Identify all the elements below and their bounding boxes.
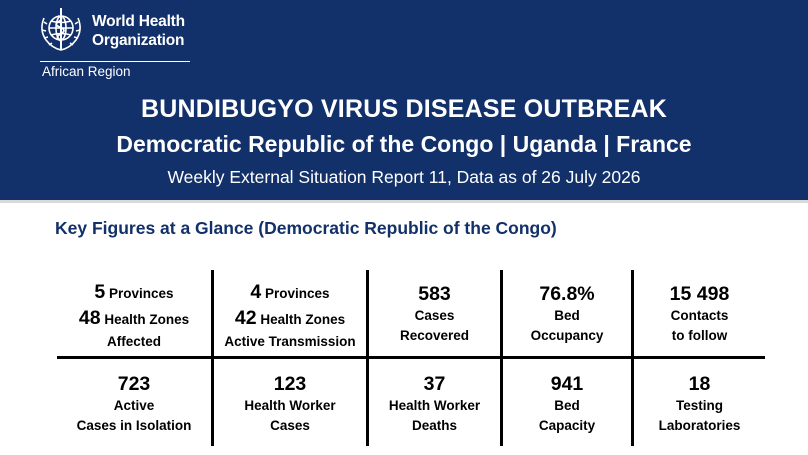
- figure-value: 76.8%: [539, 283, 595, 305]
- transmission-caption: Active Transmission: [224, 334, 356, 349]
- key-figures-grid: 5 Provinces 48 Health Zones Affected 4 P…: [57, 268, 765, 446]
- column-divider: [366, 270, 369, 446]
- provinces-affected-value: 5: [94, 281, 106, 303]
- zones-transmission-value: 42: [234, 307, 257, 329]
- figure-bed-capacity: 941 Bed Capacity: [503, 372, 631, 436]
- figure-active-cases: 723 Active Cases in Isolation: [63, 372, 205, 436]
- figure-active-transmission: 4 Provinces 42 Health Zones Active Trans…: [217, 280, 363, 352]
- zones-affected-label: Health Zones: [104, 312, 190, 327]
- figure-health-worker-deaths: 37 Health Worker Deaths: [369, 372, 500, 436]
- region-label: African Region: [42, 64, 131, 79]
- provinces-transmission-label: Provinces: [265, 286, 330, 301]
- figure-label-line1: Testing: [676, 398, 723, 413]
- figure-value: 15 498: [669, 283, 730, 305]
- figure-label-line1: Contacts: [670, 308, 729, 323]
- who-emblem-icon: [41, 8, 81, 51]
- zones-affected-value: 48: [78, 307, 101, 329]
- zones-transmission-label: Health Zones: [260, 312, 346, 327]
- org-name-line2: Organization: [92, 32, 185, 49]
- figure-value: 18: [688, 373, 711, 395]
- figure-label-line2: Cases in Isolation: [76, 418, 192, 433]
- figure-label-line1: Active: [113, 398, 155, 413]
- figure-label-line2: Laboratories: [658, 418, 741, 433]
- figure-label-line2: to follow: [671, 328, 728, 343]
- report-title: BUNDIBUGYO VIRUS DISEASE OUTBREAK: [140, 95, 668, 123]
- row-divider: [57, 356, 765, 359]
- figure-label-line2: Deaths: [411, 418, 457, 433]
- countries-line: Democratic Republic of the Congo | Ugand…: [116, 131, 692, 157]
- org-name-line1: World Health: [92, 13, 185, 30]
- figure-label-line2: Capacity: [538, 418, 596, 433]
- figure-label-line1: Bed: [554, 308, 580, 323]
- column-divider: [500, 270, 503, 446]
- provinces-affected-label: Provinces: [109, 286, 174, 301]
- figure-label-line1: Health Worker: [388, 398, 481, 413]
- figure-value: 723: [117, 373, 151, 395]
- zones-affected: 48 Health Zones: [63, 306, 205, 332]
- figure-cases-recovered: 583 Cases Recovered: [369, 282, 500, 346]
- figure-label-line1: Cases: [414, 308, 455, 323]
- report-subtitle: Weekly External Situation Report 11, Dat…: [167, 167, 641, 187]
- provinces-transmission: 4 Provinces: [217, 280, 363, 306]
- section-heading: Key Figures at a Glance (Democratic Repu…: [55, 218, 557, 238]
- column-divider: [631, 270, 634, 446]
- affected-caption: Affected: [106, 334, 161, 349]
- figure-contacts-to-follow: 15 498 Contacts to follow: [634, 282, 765, 346]
- provinces-transmission-value: 4: [250, 281, 262, 303]
- org-name: World Health Organization: [92, 12, 185, 50]
- figure-value: 123: [273, 373, 307, 395]
- who-logo: World Health Organization African Region: [36, 4, 196, 80]
- column-divider: [211, 270, 214, 446]
- provinces-affected: 5 Provinces: [63, 280, 205, 306]
- figure-label-line1: Bed: [554, 398, 580, 413]
- figure-testing-laboratories: 18 Testing Laboratories: [634, 372, 765, 436]
- figure-value: 583: [418, 283, 451, 305]
- figure-health-worker-cases: 123 Health Worker Cases: [217, 372, 363, 436]
- figure-affected-areas: 5 Provinces 48 Health Zones Affected: [63, 280, 205, 352]
- zones-transmission: 42 Health Zones: [217, 306, 363, 332]
- figure-label-line2: Occupancy: [530, 328, 604, 343]
- header-banner: World Health Organization African Region…: [0, 0, 808, 200]
- figure-bed-occupancy: 76.8% Bed Occupancy: [503, 282, 631, 346]
- figure-value: 37: [423, 373, 446, 395]
- figure-label-line2: Recovered: [399, 328, 470, 343]
- figure-label-line2: Cases: [270, 418, 310, 433]
- figure-value: 941: [550, 373, 584, 395]
- figure-label-line1: Health Worker: [244, 398, 336, 413]
- logo-divider: [40, 61, 190, 62]
- banner-divider: [0, 200, 808, 203]
